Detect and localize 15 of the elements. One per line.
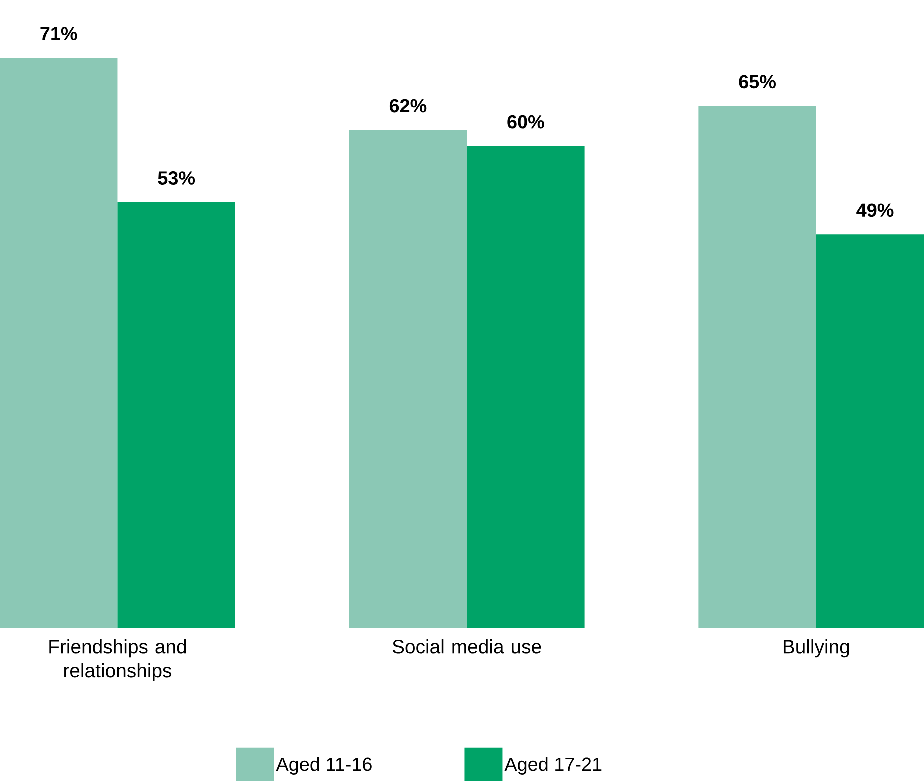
- data-label: 60%: [508, 115, 544, 129]
- bar: [349, 130, 468, 628]
- legend-label: Aged 11-16: [276, 757, 372, 775]
- bar: [118, 202, 236, 628]
- bar: [467, 146, 585, 628]
- data-label: 65%: [739, 75, 776, 89]
- x-tick-label: Social media use: [392, 640, 542, 654]
- legend-label: Aged 17-21: [504, 757, 602, 775]
- bar: [0, 58, 118, 628]
- data-label: 71%: [40, 27, 78, 40]
- x-tick-label: Friendships and relationships: [50, 640, 186, 682]
- data-label: 49%: [856, 204, 894, 218]
- data-label: 53%: [158, 172, 196, 185]
- x-tick-label: Bullying: [784, 640, 850, 658]
- data-label: 62%: [390, 99, 427, 113]
